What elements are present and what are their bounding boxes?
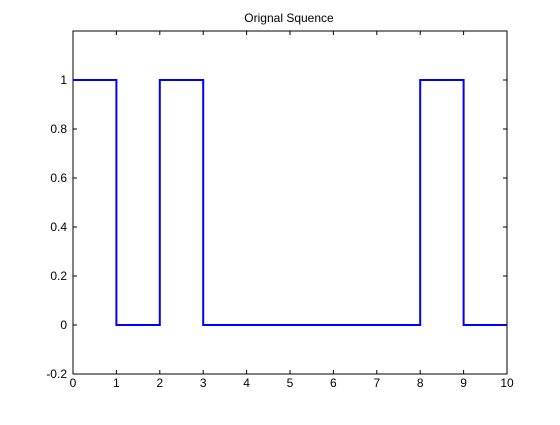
x-tick-label: 7 (373, 376, 380, 390)
series-layer (73, 79, 507, 326)
x-axis: 0 1 2 3 4 5 6 7 8 9 10 (70, 31, 514, 390)
y-tick-label: 0.4 (50, 220, 67, 234)
y-axis: -0.2 0 0.2 0.4 0.6 0.8 1 (46, 73, 507, 381)
x-tick-label: 3 (200, 376, 207, 390)
y-tick-label: -0.2 (46, 367, 67, 381)
y-tick-label: 0.8 (50, 122, 67, 136)
x-tick-label: 9 (460, 376, 467, 390)
x-tick-label: 1 (113, 376, 120, 390)
x-tick-label: 4 (243, 376, 250, 390)
x-tick-label: 10 (500, 376, 514, 390)
x-tick-label: 2 (156, 376, 163, 390)
y-tick-label: 0.2 (50, 269, 67, 283)
series-line (73, 79, 507, 326)
y-tick-label: 1 (60, 73, 67, 87)
x-tick-label: 8 (417, 376, 424, 390)
x-tick-label: 0 (70, 376, 77, 390)
y-tick-label: 0 (60, 318, 67, 332)
x-tick-label: 5 (287, 376, 294, 390)
y-tick-label: 0.6 (50, 171, 67, 185)
x-tick-label: 6 (330, 376, 337, 390)
chart-title: Orignal Squence (244, 11, 334, 25)
plot-frame (72, 30, 508, 375)
